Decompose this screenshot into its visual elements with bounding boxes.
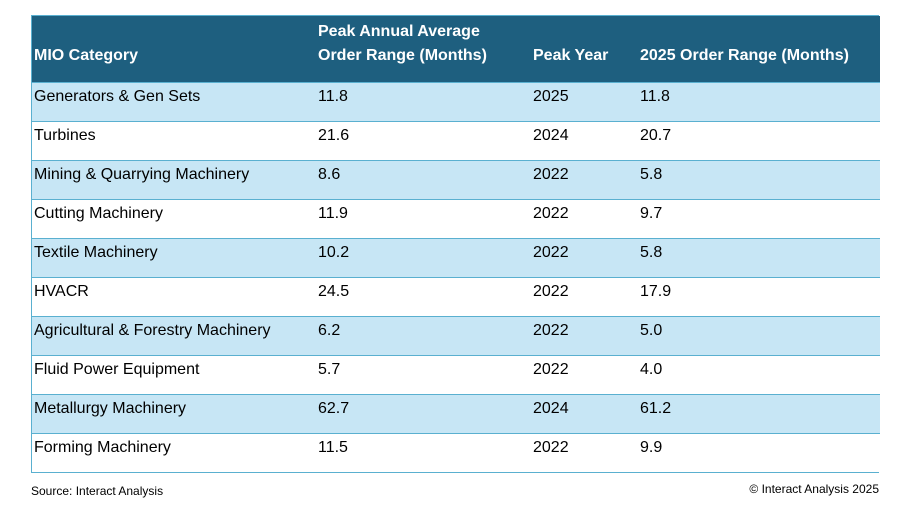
- table-row: Generators & Gen Sets 11.8 2025 11.8: [32, 81, 880, 121]
- cell-peak-year: 2022: [531, 198, 638, 238]
- table-row: HVACR 24.5 2022 17.9: [32, 276, 880, 316]
- cell-2025-order-range: 17.9: [638, 276, 880, 316]
- cell-mio-category: Generators & Gen Sets: [32, 81, 316, 121]
- header-peak-order-range: Peak Annual Average Order Range (Months): [318, 22, 487, 64]
- cell-peak-order-range: 10.2: [316, 237, 531, 277]
- cell-mio-category: Cutting Machinery: [32, 198, 316, 238]
- table-row: Forming Machinery 11.5 2022 9.9: [32, 432, 880, 472]
- table-row: Mining & Quarrying Machinery 8.6 2022 5.8: [32, 159, 880, 199]
- cell-2025-order-range: 5.8: [638, 159, 880, 199]
- cell-mio-category: Forming Machinery: [32, 432, 316, 472]
- cell-peak-order-range: 62.7: [316, 393, 531, 433]
- header-2025-order-range: 2025 Order Range (Months): [640, 46, 849, 64]
- cell-peak-order-range: 24.5: [316, 276, 531, 316]
- table-row: Textile Machinery 10.2 2022 5.8: [32, 237, 880, 277]
- table-row: Fluid Power Equipment 5.7 2022 4.0: [32, 354, 880, 394]
- cell-peak-year: 2024: [531, 393, 638, 433]
- cell-mio-category: HVACR: [32, 276, 316, 316]
- table-row: Cutting Machinery 11.9 2022 9.7: [32, 198, 880, 238]
- source-note: Source: Interact Analysis: [31, 484, 164, 498]
- header-mio-category: MIO Category: [34, 46, 139, 64]
- table-row: Agricultural & Forestry Machinery 6.2 2022…: [32, 315, 880, 355]
- cell-2025-order-range: 5.0: [638, 315, 880, 355]
- cell-peak-year: 2022: [531, 354, 638, 394]
- cell-peak-order-range: 21.6: [316, 120, 531, 160]
- copyright-note: © Interact Analysis 2025: [749, 482, 879, 496]
- header-peak-year: Peak Year: [533, 46, 609, 64]
- cell-2025-order-range: 5.8: [638, 237, 880, 277]
- cell-2025-order-range: 9.7: [638, 198, 880, 238]
- cell-mio-category: Metallurgy Machinery: [32, 393, 316, 433]
- cell-peak-year: 2022: [531, 276, 638, 316]
- cell-peak-order-range: 11.5: [316, 432, 531, 472]
- table-row: Turbines 21.6 2024 20.7: [32, 120, 880, 160]
- cell-mio-category: Agricultural & Forestry Machinery: [32, 315, 316, 355]
- cell-2025-order-range: 4.0: [638, 354, 880, 394]
- cell-peak-year: 2022: [531, 432, 638, 472]
- cell-mio-category: Turbines: [32, 120, 316, 160]
- cell-peak-order-range: 8.6: [316, 159, 531, 199]
- cell-peak-year: 2022: [531, 237, 638, 277]
- cell-2025-order-range: 20.7: [638, 120, 880, 160]
- cell-peak-year: 2025: [531, 81, 638, 121]
- table-row: Metallurgy Machinery 62.7 2024 61.2: [32, 393, 880, 433]
- cell-mio-category: Textile Machinery: [32, 237, 316, 277]
- cell-peak-order-range: 11.8: [316, 81, 531, 121]
- cell-peak-year: 2022: [531, 315, 638, 355]
- cell-peak-order-range: 5.7: [316, 354, 531, 394]
- mio-table: MIO Category Peak Annual Average Order R…: [32, 16, 880, 472]
- cell-peak-order-range: 6.2: [316, 315, 531, 355]
- cell-peak-year: 2022: [531, 159, 638, 199]
- data-table-container: MIO Category Peak Annual Average Order R…: [31, 15, 880, 473]
- cell-peak-year: 2024: [531, 120, 638, 160]
- cell-2025-order-range: 61.2: [638, 393, 880, 433]
- cell-2025-order-range: 9.9: [638, 432, 880, 472]
- cell-mio-category: Fluid Power Equipment: [32, 354, 316, 394]
- table-header: MIO Category Peak Annual Average Order R…: [32, 16, 880, 82]
- cell-peak-order-range: 11.9: [316, 198, 531, 238]
- table-body: Generators & Gen Sets 11.8 2025 11.8 Turbine…: [32, 81, 880, 472]
- cell-2025-order-range: 11.8: [638, 81, 880, 121]
- cell-mio-category: Mining & Quarrying Machinery: [32, 159, 316, 199]
- header-row: MIO Category Peak Annual Average Order R…: [32, 16, 880, 82]
